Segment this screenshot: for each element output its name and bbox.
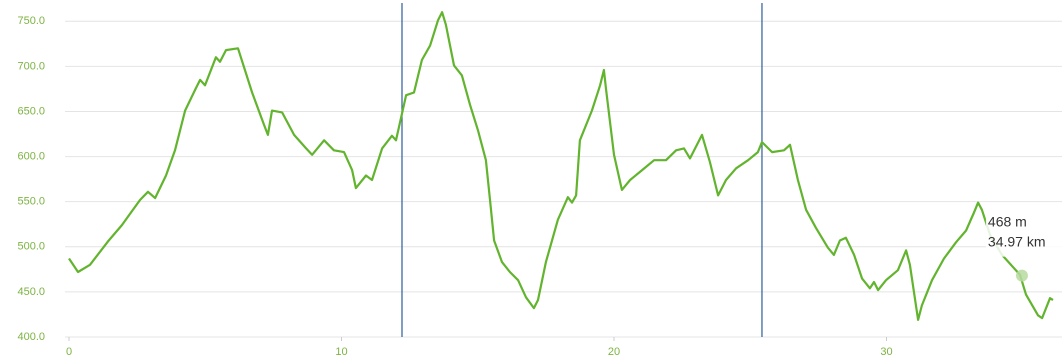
elevation-line — [68, 11, 1054, 321]
y-tick-label: 600.0 — [17, 150, 45, 162]
x-tick-label: 20 — [608, 346, 620, 358]
hover-point — [1015, 269, 1028, 282]
y-tick-label: 450.0 — [17, 286, 45, 298]
y-tick-label: 400.0 — [17, 331, 45, 343]
tooltip-distance: 34.97 km — [988, 233, 1046, 249]
x-tick-label: 30 — [880, 346, 892, 358]
y-tick-label: 550.0 — [17, 196, 45, 208]
x-tick-label: 0 — [66, 346, 72, 358]
y-tick-label: 650.0 — [17, 105, 45, 117]
x-tick-label: 10 — [335, 346, 347, 358]
y-tick-label: 500.0 — [17, 241, 45, 253]
y-tick-label: 750.0 — [17, 15, 45, 27]
tooltip-box — [985, 210, 1062, 257]
y-tick-label: 700.0 — [17, 60, 45, 72]
tooltip-elevation: 468 m — [988, 213, 1027, 229]
